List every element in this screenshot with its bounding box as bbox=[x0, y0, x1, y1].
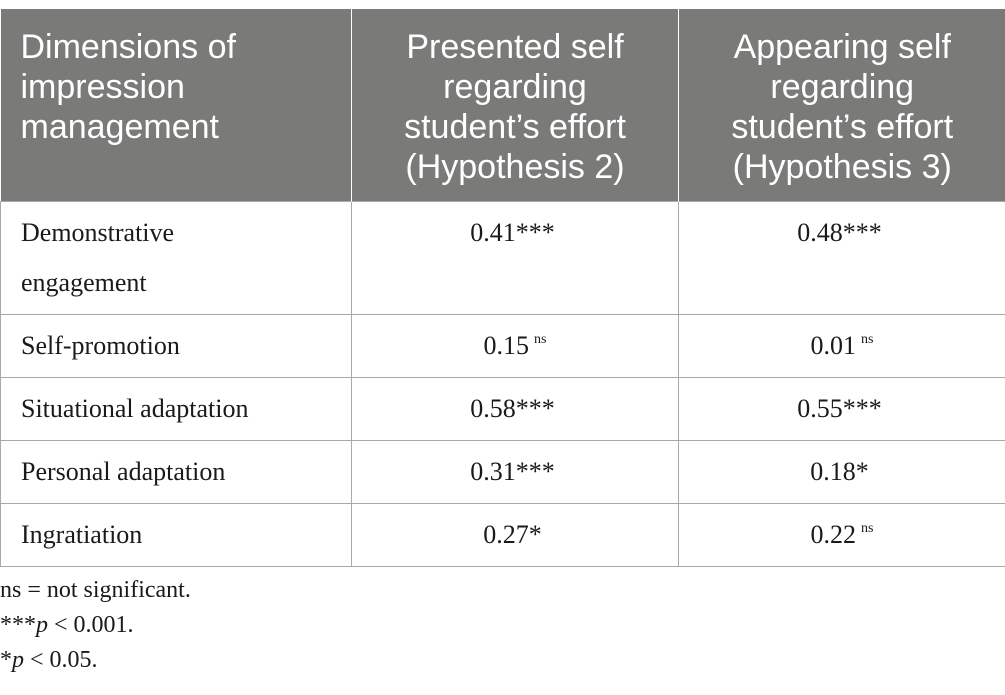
header-line: Presented self bbox=[406, 28, 624, 66]
header-presented-self: Presented self regarding student’s effor… bbox=[351, 9, 679, 202]
dimension-line: Ingratiation bbox=[21, 520, 143, 549]
significance-stars: * bbox=[528, 520, 542, 549]
significance-stars: *** bbox=[515, 457, 555, 486]
header-line: (Hypothesis 2) bbox=[405, 148, 625, 186]
coefficient: 0.01 bbox=[810, 331, 857, 360]
presented-value-cell: 0.15 ns bbox=[351, 314, 679, 378]
significance-superscript: ns bbox=[534, 331, 547, 347]
dimension-cell: Personal adaptation bbox=[0, 440, 352, 504]
results-table: Dimensions of impression management Pres… bbox=[0, 9, 1005, 567]
significance-superscript: ns bbox=[861, 520, 874, 536]
presented-value-cell: 0.58*** bbox=[351, 377, 679, 441]
dimension-cell: Self-promotion bbox=[0, 314, 352, 378]
coefficient: 0.22 bbox=[810, 520, 857, 549]
presented-value-cell: 0.27* bbox=[351, 503, 679, 567]
footnote-p05: *p < 0.05. bbox=[0, 643, 191, 678]
significance-superscript: ns bbox=[861, 331, 874, 347]
footnote-stars: *** bbox=[0, 612, 36, 638]
significance-stars: *** bbox=[842, 218, 882, 247]
footnote-text: ns = not significant. bbox=[0, 577, 191, 603]
dimension-line: engagement bbox=[21, 268, 147, 297]
header-line: Appearing self bbox=[733, 28, 951, 66]
table-row: Demonstrative engagement 0.41*** 0.48*** bbox=[0, 201, 1005, 315]
table-header: Dimensions of impression management Pres… bbox=[0, 9, 1005, 202]
appearing-value-cell: 0.18* bbox=[678, 440, 1005, 504]
coefficient: 0.15 bbox=[483, 331, 530, 360]
table-row: Ingratiation 0.27* 0.22 ns bbox=[0, 503, 1005, 567]
coefficient: 0.48 bbox=[797, 218, 843, 247]
header-line: student’s effort bbox=[404, 108, 626, 146]
coefficient: 0.27 bbox=[483, 520, 529, 549]
header-appearing-self: Appearing self regarding student’s effor… bbox=[678, 9, 1005, 202]
header-line: (Hypothesis 3) bbox=[732, 148, 952, 186]
table-footnotes: ns = not significant. ***p < 0.001. *p <… bbox=[0, 573, 191, 678]
coefficient: 0.58 bbox=[470, 394, 516, 423]
dimension-cell: Situational adaptation bbox=[0, 377, 352, 441]
appearing-value-cell: 0.01 ns bbox=[678, 314, 1005, 378]
significance-stars: *** bbox=[515, 218, 555, 247]
coefficient: 0.31 bbox=[470, 457, 516, 486]
footnote-p001: ***p < 0.001. bbox=[0, 608, 191, 643]
table-row: Situational adaptation 0.58*** 0.55*** bbox=[0, 377, 1005, 441]
dimension-line: Demonstrative bbox=[21, 218, 175, 247]
header-dimensions: Dimensions of impression management bbox=[0, 9, 352, 202]
appearing-value-cell: 0.22 ns bbox=[678, 503, 1005, 567]
header-line: Dimensions of bbox=[20, 28, 236, 66]
header-line: student’s effort bbox=[731, 108, 954, 146]
header-line: regarding bbox=[770, 68, 915, 106]
results-table-container: Dimensions of impression management Pres… bbox=[0, 9, 1005, 567]
coefficient: 0.18 bbox=[810, 457, 856, 486]
table-body: Demonstrative engagement 0.41*** 0.48***… bbox=[0, 201, 1005, 567]
footnote-variable: p bbox=[12, 647, 24, 673]
dimension-line: Self-promotion bbox=[21, 331, 180, 360]
table-row: Self-promotion 0.15 ns 0.01 ns bbox=[0, 314, 1005, 378]
header-line: management bbox=[20, 108, 219, 146]
coefficient: 0.41 bbox=[470, 218, 516, 247]
significance-stars: * bbox=[855, 457, 869, 486]
presented-value-cell: 0.31*** bbox=[351, 440, 679, 504]
footnote-threshold: < 0.001. bbox=[48, 612, 134, 638]
table-row: Personal adaptation 0.31*** 0.18* bbox=[0, 440, 1005, 504]
footnote-stars: * bbox=[0, 647, 12, 673]
presented-value-cell: 0.41*** bbox=[351, 201, 679, 315]
header-line: impression bbox=[20, 68, 185, 106]
header-row: Dimensions of impression management Pres… bbox=[0, 9, 1005, 202]
dimension-cell: Ingratiation bbox=[0, 503, 352, 567]
dimension-cell: Demonstrative engagement bbox=[0, 201, 352, 315]
coefficient: 0.55 bbox=[797, 394, 843, 423]
dimension-line: Personal adaptation bbox=[21, 457, 226, 486]
header-line: regarding bbox=[443, 68, 587, 106]
significance-stars: *** bbox=[515, 394, 555, 423]
significance-stars: *** bbox=[842, 394, 882, 423]
footnote-variable: p bbox=[36, 612, 48, 638]
dimension-line: Situational adaptation bbox=[21, 394, 249, 423]
appearing-value-cell: 0.48*** bbox=[678, 201, 1005, 315]
footnote-threshold: < 0.05. bbox=[24, 647, 98, 673]
footnote-ns: ns = not significant. bbox=[0, 573, 191, 608]
appearing-value-cell: 0.55*** bbox=[678, 377, 1005, 441]
